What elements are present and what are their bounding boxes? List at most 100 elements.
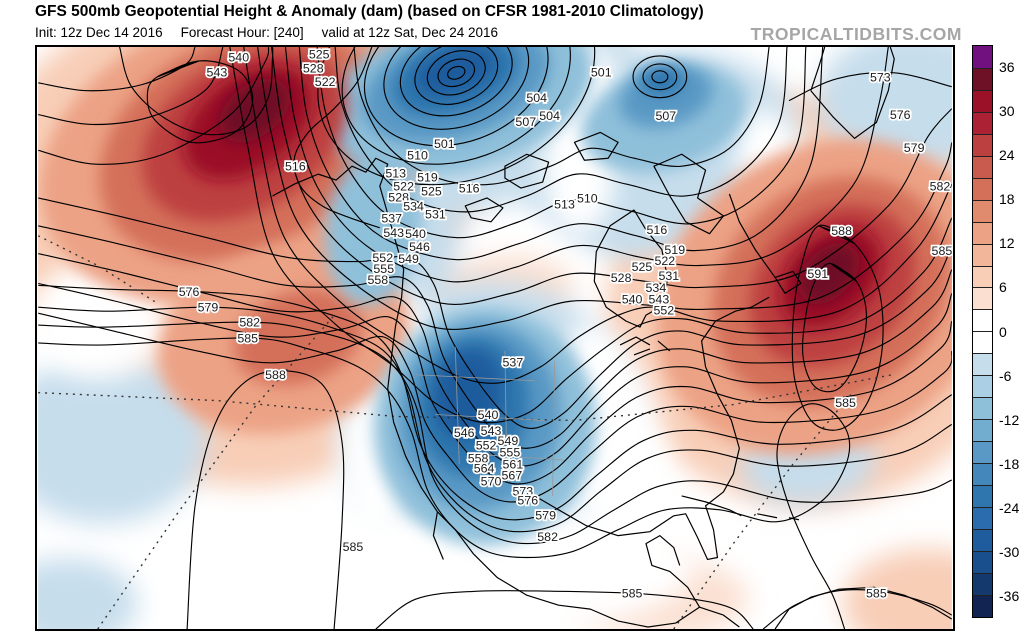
colorbar-tick: 36 (999, 59, 1015, 76)
anomaly-blob (219, 78, 290, 143)
height-contour-line (791, 224, 884, 431)
contour-label: 582 (239, 316, 260, 330)
colorbar-segment (973, 550, 992, 573)
colorbar-tick: 6 (999, 279, 1007, 296)
contour-label: 543 (383, 226, 404, 240)
anomaly-blob (234, 289, 363, 385)
contour-label: 558 (367, 273, 388, 287)
chart-subtitle: Init: 12z Dec 14 2016 Forecast Hour: [240… (35, 25, 516, 40)
height-contour-line (146, 60, 254, 144)
contour-label: 585 (866, 587, 887, 601)
colorbar-segment (973, 155, 992, 178)
vortex-ring-contour (632, 55, 688, 99)
vortex-ring-contour (651, 70, 669, 84)
height-contour-line (257, 47, 952, 330)
contour-label: 528 (611, 271, 632, 285)
height-contour-line (38, 321, 952, 545)
contour-label: 558 (468, 452, 489, 466)
state-borders (415, 346, 565, 496)
height-contour-line (334, 47, 788, 213)
contour-label: 582 (537, 530, 558, 544)
height-contour-line (802, 262, 868, 393)
contour-label: 546 (409, 240, 430, 254)
contour-label: 522 (654, 254, 675, 268)
contour-label: 585 (932, 244, 953, 258)
contour-label: 507 (655, 109, 676, 123)
colorbar-segment (973, 463, 992, 486)
colorbar-tick: -24 (999, 499, 1020, 516)
anomaly-blob (842, 548, 952, 629)
height-contour-line (353, 47, 770, 186)
colorbar-segment (973, 111, 992, 134)
contour-label: 555 (500, 446, 521, 460)
height-contour-line (38, 253, 952, 467)
height-contours (38, 47, 952, 629)
colorbar-segment (973, 243, 992, 266)
contour-label: 561 (503, 458, 524, 472)
height-contour-line (38, 337, 851, 629)
colorbar-tick: 18 (999, 191, 1015, 208)
contour-label: 516 (459, 182, 480, 196)
contour-label: 579 (198, 301, 219, 315)
anomaly-blob (415, 47, 496, 96)
contour-label: 552 (476, 439, 497, 453)
init-time-label: Init: 12z Dec 14 2016 (35, 25, 163, 40)
contour-label: 516 (285, 160, 306, 174)
colorbar-tick: -6 (999, 367, 1012, 384)
contour-label: 516 (647, 223, 668, 237)
graticule-dotted-lines (38, 235, 893, 629)
contour-label: 501 (591, 65, 612, 79)
contour-label: 525 (421, 184, 442, 198)
colorbar-tick: -30 (999, 543, 1020, 560)
contour-label: 522 (393, 180, 414, 194)
colorbar-segment (973, 177, 992, 200)
colorbar-tick: 30 (999, 103, 1015, 120)
contour-label: 549 (398, 252, 419, 266)
anomaly-blob (38, 558, 138, 629)
contour-label: 564 (474, 462, 495, 476)
vortex-ring-contour (363, 47, 549, 147)
contour-label: 510 (577, 191, 598, 205)
vortex-ring-contour (383, 47, 530, 130)
anomaly-blob (325, 150, 423, 305)
contour-label: 579 (904, 141, 925, 155)
contour-label: 540 (228, 50, 249, 64)
colorbar-segment (973, 67, 992, 90)
contour-label: 552 (372, 251, 393, 265)
contour-label: 588 (265, 368, 286, 382)
colorbar-segment (973, 221, 992, 244)
colorbar-segment (973, 353, 992, 376)
forecast-hour-label: Forecast Hour: [240] (180, 25, 304, 40)
colorbar-segment (973, 309, 992, 332)
contour-label: 528 (303, 61, 324, 75)
colorbar-segment (973, 375, 992, 398)
contour-label: 528 (388, 190, 409, 204)
vortex-ring-contour (399, 47, 513, 117)
contour-label: 543 (649, 293, 670, 307)
colorbar-segment (973, 594, 992, 617)
contour-label: 567 (502, 469, 523, 483)
colorbar-segment (973, 199, 992, 222)
contour-label: 501 (434, 137, 455, 151)
contour-label: 531 (425, 207, 446, 221)
contour-label: 576 (890, 108, 911, 122)
height-contour-line (375, 590, 754, 629)
contour-label: 513 (554, 197, 575, 211)
contour-label: 546 (454, 426, 475, 440)
contour-label: 507 (515, 115, 536, 129)
contour-label: 585 (622, 587, 643, 601)
contour-label: 573 (512, 484, 533, 498)
contour-label: 585 (237, 331, 258, 345)
colorbar-segment (973, 441, 992, 464)
contour-label: 531 (658, 269, 679, 283)
height-contour-line (293, 47, 380, 229)
vortex-ring-contour (642, 63, 678, 91)
height-contour-line (38, 225, 952, 449)
height-contour-line (38, 197, 952, 429)
contour-label: 537 (381, 211, 402, 225)
colorbar-segment (973, 287, 992, 310)
contour-label: 570 (481, 474, 502, 488)
